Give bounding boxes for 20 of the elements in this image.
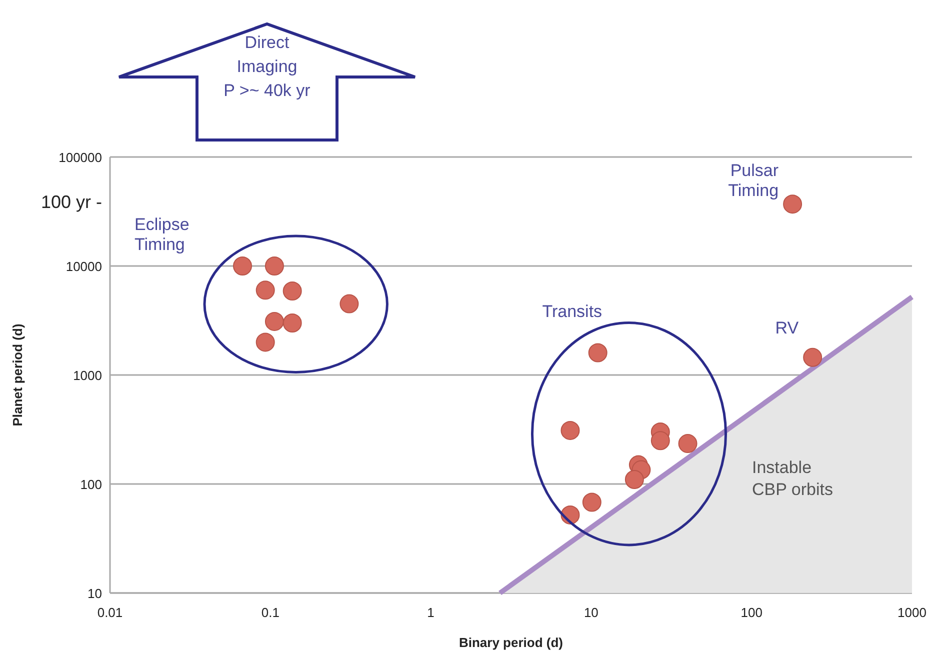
- series-label: Pulsar Timing: [728, 161, 779, 200]
- x-axis-title: Binary period (d): [458, 635, 564, 650]
- text: Direct Imaging P >~ 40k yr: [224, 33, 311, 100]
- x-tick-label: 0.1: [261, 605, 280, 620]
- x-tick-label: 0.01: [97, 605, 123, 620]
- text: 100 yr -: [40, 192, 102, 212]
- y-tick-label: 100000: [58, 150, 102, 165]
- text: Eclipse Timing: [134, 215, 190, 254]
- y-tick-label: 1000: [73, 368, 102, 383]
- x-tick-label: 100: [740, 605, 762, 620]
- x-tick-label: 10: [584, 605, 598, 620]
- series-label: RV: [775, 318, 800, 338]
- y-axis-title: Planet period (d): [10, 324, 25, 426]
- x-tick-label: 1000: [898, 605, 926, 620]
- series-label: Transits: [542, 302, 602, 321]
- y-tick-label: 10: [88, 586, 102, 601]
- y-tick-label: 100: [80, 477, 102, 492]
- y-tick-label: 10000: [66, 259, 102, 274]
- x-tick-label: 1: [427, 605, 434, 620]
- annotation: Instable CBP orbits: [752, 458, 833, 499]
